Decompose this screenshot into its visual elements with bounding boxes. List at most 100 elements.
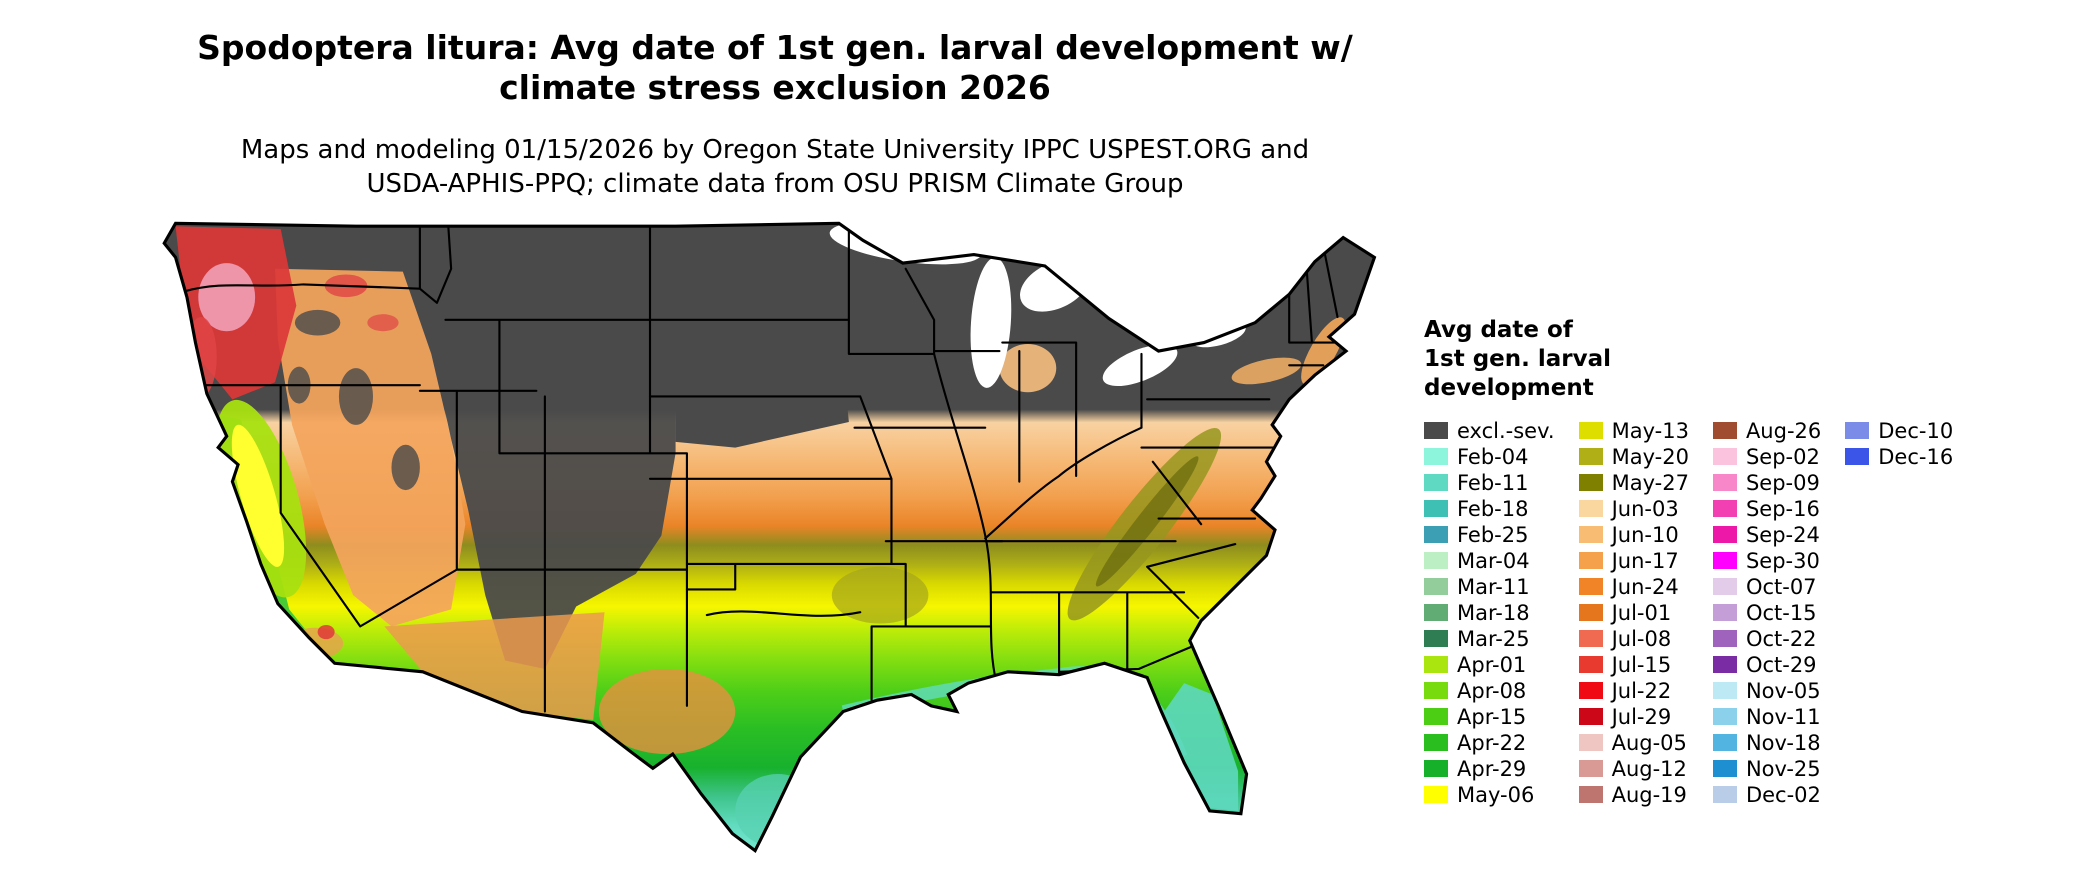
legend-swatch [1578,630,1603,648]
legend-label: Apr-15 [1457,704,1527,729]
legend-label: Apr-29 [1457,756,1527,781]
legend-entry: Oct-29 [1712,652,1821,678]
legend-entry: Jul-08 [1578,626,1689,652]
legend-entry: Apr-22 [1424,730,1555,756]
legend-entry: Aug-12 [1578,756,1689,782]
legend-swatch [1424,552,1448,570]
legend-entry: Aug-05 [1578,730,1689,756]
legend-label: Jun-10 [1611,522,1679,547]
legend-label: May-27 [1611,470,1689,495]
legend-title-line2: 1st gen. larval [1424,345,1612,372]
legend-entry: Nov-11 [1712,704,1821,730]
legend-swatch [1424,682,1448,700]
legend-entry: Apr-29 [1424,756,1555,782]
map-overlay-basin-gray-mottle [391,444,420,491]
legend-entry: Sep-16 [1712,496,1821,522]
map-overlay-pnw-pink [198,263,256,332]
legend-label: Sep-16 [1745,496,1820,521]
legend-swatch [1578,526,1603,544]
legend-label: Jun-03 [1611,496,1679,521]
legend-entry: Jun-17 [1578,548,1689,574]
legend-column-1: excl.-sev. Feb-04 Feb-11 Feb-18 Feb-25 Mar-04… [1424,418,1555,808]
legend-entry: Jun-24 [1578,574,1689,600]
legend-entry: Oct-15 [1712,600,1821,626]
legend-label: Apr-22 [1457,730,1527,755]
legend-entry: Apr-08 [1424,678,1555,704]
legend-label: Oct-29 [1745,652,1817,677]
legend-swatch [1578,448,1603,466]
legend-swatch [1578,552,1603,570]
legend-swatch [1424,656,1448,674]
legend-label: Nov-25 [1745,756,1821,781]
legend-swatch [1712,604,1737,622]
legend-label: Aug-26 [1745,418,1822,443]
legend-entry: May-27 [1578,470,1689,496]
lake-erie [1102,344,1178,387]
legend-swatch [1712,500,1737,518]
legend-label: Nov-05 [1745,678,1821,703]
legend-swatch [1424,786,1448,804]
map-overlay-basin-gray-mottle [294,309,341,336]
legend-entry: Feb-18 [1424,496,1555,522]
legend-label: Jul-29 [1611,704,1672,729]
legend-entry: May-06 [1424,782,1555,808]
map-overlay-great-basin-orange [275,268,466,627]
legend-swatch [1424,526,1448,544]
state-borders [183,225,1342,713]
map-overlay-nebraska-gray [675,393,849,448]
legend-label: Aug-12 [1611,756,1687,781]
legend-label: Jun-24 [1611,574,1679,599]
legend-label: Sep-30 [1745,548,1820,573]
legend-label: Mar-18 [1457,600,1530,625]
legend-entry: Jun-03 [1578,496,1689,522]
legend-label: Nov-18 [1745,730,1821,755]
legend-entry: Aug-19 [1578,782,1689,808]
legend-swatch [1578,422,1603,440]
legend-swatch [1578,578,1603,596]
legend-entry: Nov-25 [1712,756,1821,782]
legend-swatch [1712,708,1737,726]
legend-entry: Sep-09 [1712,470,1821,496]
map-overlay-ozark-olive [831,566,929,624]
legend-label: Dec-16 [1878,444,1954,469]
legend-entry: Aug-26 [1712,418,1822,444]
legend-swatch [1424,448,1448,466]
legend-swatch [1578,760,1603,778]
legend-swatch [1845,448,1870,466]
map-overlay-upstate-ny-orange [1231,357,1302,385]
legend-entry: Mar-11 [1424,574,1555,600]
legend-swatch [1578,708,1603,726]
legend-entry: Dec-16 [1845,444,1953,470]
legend-swatch [1424,422,1448,440]
legend-label: Jul-01 [1611,600,1672,625]
legend-label: Jul-22 [1611,678,1672,703]
legend-label: Feb-11 [1457,470,1529,495]
legend-title-line1: Avg date of [1424,317,1573,343]
map-overlay-socal-red [317,624,335,640]
legend-swatch [1578,656,1603,674]
legend-label: Apr-01 [1457,652,1527,677]
legend-swatch [1578,500,1603,518]
legend-entry: Dec-10 [1845,418,1953,444]
legend-column-3: Aug-26 Sep-02 Sep-09 Sep-16 Sep-24 Sep-30 Oct-… [1712,418,1822,808]
legend-title-line3: development [1424,374,1594,401]
map-overlay-west-texas-orange [598,668,736,755]
legend-swatch [1712,448,1737,466]
legend-entry: excl.-sev. [1424,418,1555,444]
legend-swatch [1712,526,1737,544]
lake-michigan [970,257,1012,388]
map-overlay-rockies-gray [441,393,676,669]
legend-entry: Nov-05 [1712,678,1821,704]
legend-title: Avg date of 1st gen. larval development [1424,316,1953,403]
legend-label: Oct-15 [1745,600,1817,625]
map-title-line1: Spodoptera litura: Avg date of 1st gen. … [197,28,1353,67]
legend-entry: Feb-04 [1424,444,1555,470]
legend-swatch [1424,604,1448,622]
map-overlay-basin-gray-mottle [338,368,374,425]
legend-label: May-20 [1611,444,1689,469]
legend-label: Jul-08 [1611,626,1672,651]
legend-swatch [1424,474,1448,492]
legend-label: Feb-04 [1457,444,1529,469]
legend-entry: Oct-07 [1712,574,1821,600]
legend-swatch [1712,760,1737,778]
